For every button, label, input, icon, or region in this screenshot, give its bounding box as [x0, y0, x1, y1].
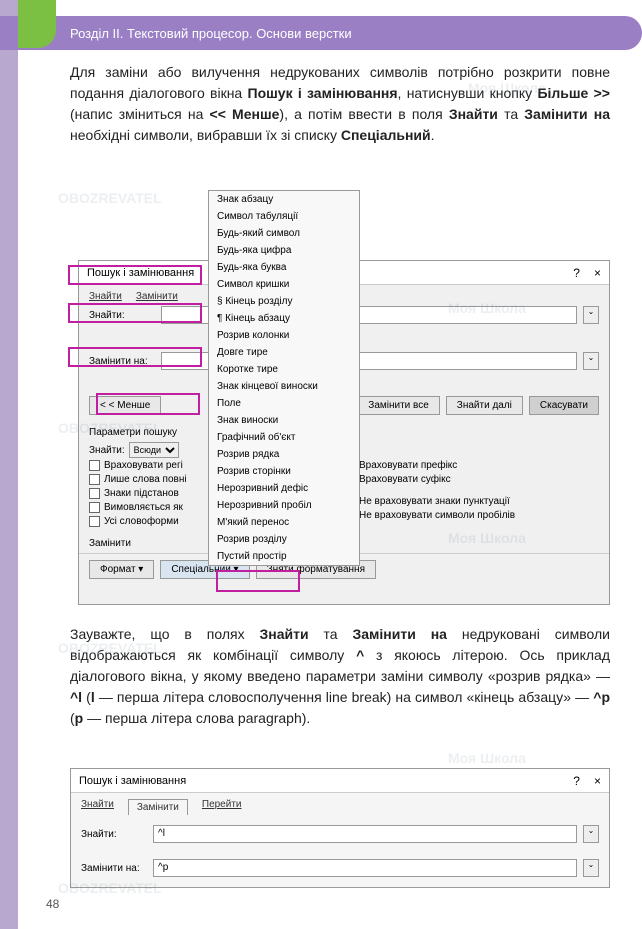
dropdown-item[interactable]: ¶ Кінець абзацу	[209, 310, 359, 327]
search-scope-select[interactable]: Всюди	[129, 442, 179, 458]
tab-find[interactable]: Знайти	[89, 291, 122, 302]
dropdown-item[interactable]: § Кінець розділу	[209, 293, 359, 310]
dropdown-item[interactable]: Довге тире	[209, 344, 359, 361]
text: — перша літера словоспо­лучення line bre…	[95, 689, 594, 705]
text-bold: << Менше	[210, 106, 280, 122]
cb-label: Вимовляється як	[104, 502, 183, 513]
text-bold: Спеціальний	[341, 127, 431, 143]
dropdown-item[interactable]: Знак кінцевої виноски	[209, 378, 359, 395]
cancel-button[interactable]: Скасувати	[529, 396, 599, 415]
dropdown-item[interactable]: Коротке тире	[209, 361, 359, 378]
dropdown-item[interactable]: Знак виноски	[209, 412, 359, 429]
section-header: Розділ II. Текстовий процесор. Основи ве…	[0, 16, 642, 50]
dropdown-icon[interactable]: ⌄	[583, 825, 599, 843]
highlight-special-button	[216, 570, 300, 592]
cb-label: Враховувати префікс	[359, 460, 457, 471]
dropdown-item[interactable]: Будь-яка цифра	[209, 242, 359, 259]
highlight-less-button	[96, 393, 200, 415]
dropdown-item[interactable]: Символ кришки	[209, 276, 359, 293]
text: (напис зміниться на	[70, 106, 210, 122]
tabs: Знайти Замінити Перейти	[71, 793, 609, 815]
dropdown-item[interactable]: Нерозривний дефіс	[209, 480, 359, 497]
dropdown-item[interactable]: Розрив рядка	[209, 446, 359, 463]
format-button[interactable]: Формат ▾	[89, 560, 154, 579]
checkbox[interactable]	[89, 460, 100, 471]
replace-input[interactable]: ^p	[153, 859, 577, 877]
dropdown-item[interactable]: Графічний об'єкт	[209, 429, 359, 446]
special-dropdown-menu: Знак абзацу Символ табуляції Будь-який с…	[208, 190, 360, 566]
dropdown-icon[interactable]: ⌄	[583, 306, 599, 324]
page-number: 48	[46, 897, 59, 911]
cb-label: Не враховувати знаки пунктуації	[359, 496, 510, 507]
cb-label: Знаки підстанов	[104, 488, 179, 499]
dialog-title: Пошук і замінювання	[79, 775, 186, 787]
find-input[interactable]: ^l	[153, 825, 577, 843]
text: та	[309, 626, 353, 642]
dropdown-item[interactable]: Знак абзацу	[209, 191, 359, 208]
dropdown-item[interactable]: Розрив колонки	[209, 327, 359, 344]
dropdown-item[interactable]: Нерозривний пробіл	[209, 497, 359, 514]
search-scope-label: Знайти:	[89, 445, 125, 456]
highlight-replace-field	[68, 347, 202, 367]
text: та	[498, 106, 524, 122]
help-icon[interactable]: ?	[573, 774, 580, 788]
text: ), а потім ввести в поля	[279, 106, 448, 122]
dropdown-item[interactable]: Поле	[209, 395, 359, 412]
dropdown-item[interactable]: Будь-яка буква	[209, 259, 359, 276]
dialog-screenshot-1: Пошук і замінювання ? × Знайти Замінити …	[78, 190, 610, 610]
tab-goto[interactable]: Перейти	[202, 799, 242, 815]
tab-replace[interactable]: Замінити	[136, 291, 178, 302]
highlight-title	[68, 265, 202, 285]
cb-label: Усі словоформи	[104, 516, 179, 527]
dropdown-item[interactable]: Символ табуляції	[209, 208, 359, 225]
text-bold: ^p	[593, 689, 610, 705]
text: Зауважте, що в полях	[70, 626, 260, 642]
tab-find[interactable]: Знайти	[81, 799, 114, 815]
tab-replace-active[interactable]: Замінити	[128, 799, 188, 815]
replace-all-button[interactable]: Замінити все	[357, 396, 440, 415]
checkbox[interactable]	[89, 502, 100, 513]
text-bold: p	[75, 710, 84, 726]
text-bold: Пошук і замі­нювання	[248, 85, 398, 101]
dropdown-icon[interactable]: ⌄	[583, 859, 599, 877]
dropdown-item[interactable]: М'який перенос	[209, 514, 359, 531]
checkbox[interactable]	[89, 516, 100, 527]
cb-label: Лише слова повні	[104, 474, 187, 485]
text-bold: ^l	[70, 689, 82, 705]
dropdown-icon[interactable]: ⌄	[583, 352, 599, 370]
find-label: Знайти:	[81, 829, 147, 840]
find-replace-dialog-example: Пошук і замінювання ? × Знайти Замінити …	[70, 768, 610, 888]
help-icon[interactable]: ?	[573, 266, 580, 280]
text-bold: Знайти	[449, 106, 498, 122]
watermark: Моя Школа	[448, 750, 526, 766]
dropdown-item[interactable]: Пустий простір	[209, 548, 359, 565]
text-bold: Більше >>	[537, 85, 610, 101]
text: , натиснувши кнопку	[398, 85, 538, 101]
text-bold: Знайти	[260, 626, 309, 642]
text: .	[431, 127, 435, 143]
dropdown-item[interactable]: Розрив розділу	[209, 531, 359, 548]
checkbox[interactable]	[89, 474, 100, 485]
text-bold: Замінити на	[524, 106, 610, 122]
highlight-find-field	[68, 303, 202, 323]
text-bold: Замінити на	[352, 626, 447, 642]
checkbox[interactable]	[89, 488, 100, 499]
cb-label: Враховувати регі	[104, 460, 183, 471]
text: (	[82, 689, 91, 705]
close-icon[interactable]: ×	[594, 774, 601, 788]
find-next-button[interactable]: Знайти далі	[446, 396, 523, 415]
close-icon[interactable]: ×	[594, 266, 601, 280]
replace-label: Замінити на:	[81, 863, 147, 874]
text: — перша літера слова paragraph).	[83, 710, 310, 726]
cb-label: Не враховувати символи пробілів	[359, 510, 515, 521]
dropdown-item[interactable]: Розрив сторінки	[209, 463, 359, 480]
cb-label: Враховувати суфікс	[359, 474, 451, 485]
corner-tab	[18, 0, 56, 48]
dropdown-item[interactable]: Будь-який символ	[209, 225, 359, 242]
section-title: Розділ II. Текстовий процесор. Основи ве…	[70, 26, 352, 41]
titlebar: Пошук і замінювання ? ×	[71, 769, 609, 793]
paragraph-2: Зауважте, що в полях Знайти та Замінити …	[70, 624, 610, 729]
paragraph-1: Для заміни або вилучення недрукованих си…	[70, 62, 610, 146]
text: необхідні символи, вибравши їх зі списку	[70, 127, 341, 143]
